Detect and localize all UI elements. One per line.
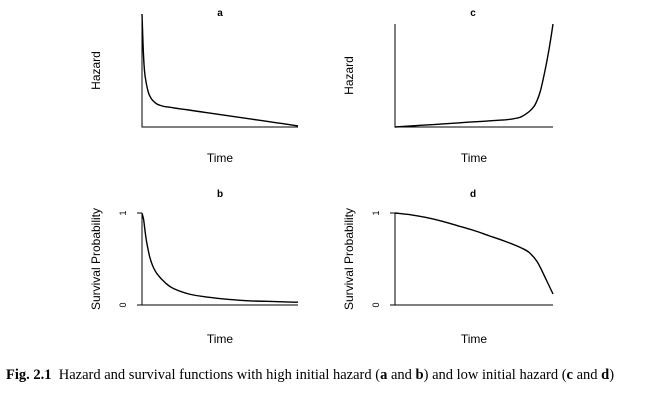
y-tick-label-d-1: 1 (371, 210, 381, 215)
y-axis-label-a: Hazard (89, 51, 103, 90)
y-tick-label-d-0: 0 (371, 302, 381, 307)
y-axis-label-c: Hazard (342, 56, 356, 95)
y-axis-label-b: Survival Probability (89, 208, 103, 310)
caption-ref-d: d (601, 367, 610, 383)
caption-ref-a: a (380, 367, 388, 383)
figure-caption: Fig. 2.1 Hazard and survival functions w… (6, 366, 638, 384)
panel-label-b: b (217, 189, 223, 200)
panel-label-d: d (470, 189, 476, 200)
caption-and-2: and (572, 367, 602, 383)
y-axis-label-d: Survival Probability (342, 208, 356, 310)
y-tick-label-b-0: 0 (118, 302, 128, 307)
axes-panel-b (141, 213, 298, 306)
caption-text-1: Hazard and survival functions with high … (58, 367, 381, 383)
curve-panel-a (141, 13, 299, 127)
caption-text-3: ) (609, 367, 615, 383)
curve-panel-c (394, 23, 554, 128)
x-axis-label-c: Time (461, 151, 488, 165)
figure-number: Fig. 2.1 (6, 367, 52, 383)
x-axis-label-d: Time (461, 332, 488, 346)
axes-panel-d (394, 213, 553, 306)
panel-label-c: c (470, 8, 476, 19)
caption-and-1: and (387, 367, 416, 383)
caption-ref-b: b (415, 367, 424, 383)
curve-panel-d (394, 212, 554, 295)
curve-panel-b (141, 212, 299, 303)
caption-ref-c: c (566, 367, 573, 383)
x-axis-label-a: Time (207, 151, 234, 165)
panel-label-a: a (217, 8, 223, 19)
x-axis-label-b: Time (207, 332, 234, 346)
y-tick-label-b-1: 1 (118, 210, 128, 215)
axes-panel-a (141, 14, 298, 128)
caption-text-2: ) and low initial hazard ( (423, 367, 567, 383)
